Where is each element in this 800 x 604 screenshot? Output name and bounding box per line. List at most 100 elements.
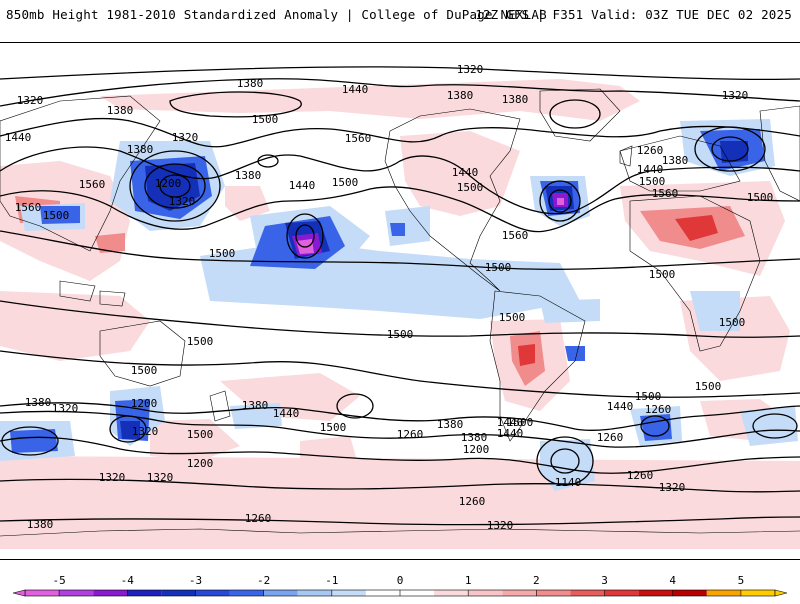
colorbar-segment — [536, 590, 571, 596]
color-scale-legend: -5 -4 -3 -2 -1 0 1 2 3 4 5 — [0, 570, 800, 600]
contour-label: 1380 — [242, 399, 269, 412]
colorbar-segment — [59, 590, 94, 596]
contour-line — [0, 478, 800, 493]
colorbar-segment — [706, 590, 741, 596]
contour-label: 1380 — [235, 169, 262, 182]
contour-label: 1260 — [645, 403, 672, 416]
contour-label: 1320 — [147, 471, 174, 484]
contour-label: 1440 — [273, 407, 300, 420]
contour-label: 1380 — [127, 143, 154, 156]
contour-low — [539, 180, 581, 222]
coastline-indonesia — [59, 280, 96, 302]
contour-label: 1440 — [452, 166, 479, 179]
contour-low — [752, 413, 798, 439]
anomaly-area-neg5 — [557, 198, 564, 205]
contour-label: 1500 — [639, 175, 666, 188]
contour-line — [0, 436, 800, 474]
coastline-south-america — [489, 290, 586, 442]
contour-low — [549, 99, 601, 129]
colorbar-tick-label: 5 — [738, 574, 745, 587]
contour-label: 1500 — [187, 428, 214, 441]
colorbar-tick-label: -2 — [257, 574, 270, 587]
contour-low — [640, 415, 670, 437]
colorbar-segment — [263, 590, 298, 596]
contour-label: 1560 — [652, 187, 679, 200]
contour-line — [0, 117, 800, 148]
contour-label: 1500 — [635, 390, 662, 403]
contour-label: 1320 — [659, 481, 686, 494]
anomaly-area-neg1 — [740, 406, 798, 446]
contour-line — [169, 91, 302, 118]
colorbar-segment — [434, 590, 469, 596]
coastlines — [0, 88, 800, 537]
contour-line — [0, 230, 800, 270]
contour-label: 1500 — [507, 416, 534, 429]
colorbar-segment — [195, 590, 230, 596]
contour-label: 1380 — [447, 89, 474, 102]
contour-label: 1500 — [131, 364, 158, 377]
anomaly-area-neg2 — [10, 429, 58, 453]
colorbar-tick-label: 0 — [397, 574, 404, 587]
contour-label: 1260 — [397, 428, 424, 441]
contour-line — [0, 186, 800, 233]
contour-label: 1200 — [463, 443, 490, 456]
contour-label: 1440 — [497, 427, 524, 440]
colorbar: -5 -4 -3 -2 -1 0 1 2 3 4 5 — [12, 574, 788, 597]
contour-label: 1500 — [747, 191, 774, 204]
colorbar-segment — [502, 590, 537, 596]
colorbar-tick-label: -4 — [121, 574, 135, 587]
contour-label: 1500 — [499, 311, 526, 324]
anomaly-area-pos1 — [225, 186, 270, 221]
colorbar-segment — [127, 590, 162, 596]
contour-label: 1560 — [502, 229, 529, 242]
anomaly-area-neg3 — [720, 141, 748, 163]
contour-label: 1500 — [252, 113, 279, 126]
colorbar-segment — [25, 590, 60, 596]
colorbar-tick-label: 1 — [465, 574, 472, 587]
contour-low — [550, 448, 580, 474]
contour-label: 1200 — [131, 397, 158, 410]
contour-label: 1500 — [332, 176, 359, 189]
anomaly-area-neg1 — [540, 439, 595, 491]
anomaly-area-pos1 — [100, 79, 640, 121]
model-valid-time: 12Z GFS | F351 Valid: 03Z TUE DEC 02 202… — [475, 7, 792, 22]
coastline-greenland — [539, 88, 621, 142]
contour-label: 1560 — [15, 201, 42, 214]
contour-label: 1380 — [461, 431, 488, 444]
contour-low — [694, 126, 766, 172]
coastline-asia — [0, 95, 161, 252]
anomaly-area-neg2 — [40, 206, 80, 224]
contour-label: 1500 — [695, 380, 722, 393]
colorbar-segment — [161, 590, 196, 596]
contour-line — [0, 516, 800, 526]
header-bar: 850mb Height 1981-2010 Standardized Anom… — [0, 0, 800, 30]
colorbar-segment — [672, 590, 707, 596]
colorbar-segment — [229, 590, 264, 596]
contour-label: 1320 — [169, 195, 196, 208]
contour-low — [109, 415, 147, 443]
contour-label: 1320 — [487, 519, 514, 532]
contour-label: 1560 — [345, 132, 372, 145]
contour-label: 1140 — [555, 476, 582, 489]
contour-low — [286, 213, 324, 259]
colorbar-min-arrow — [12, 589, 26, 597]
contour-label: 1440 — [289, 179, 316, 192]
contour-label: 1320 — [132, 425, 159, 438]
contour-label: 1440 — [5, 131, 32, 144]
contour-label: 1320 — [17, 94, 44, 107]
anomaly-area-pos1 — [150, 419, 240, 461]
contour-label: 1260 — [627, 469, 654, 482]
contour-low — [257, 154, 279, 168]
anomaly-area-neg1 — [690, 291, 740, 331]
contour-low — [144, 163, 206, 209]
colorbar-segment — [740, 590, 775, 596]
anomaly-area-neg1 — [540, 299, 600, 323]
contour-label: 1500 — [187, 335, 214, 348]
contour-label: 1500 — [719, 316, 746, 329]
coastline-africa — [629, 195, 761, 352]
contour-line — [0, 300, 800, 338]
contour-high — [336, 393, 374, 419]
contour-label: 1260 — [637, 144, 664, 157]
colorbar-segment — [638, 590, 673, 596]
contour-label: 1440 — [607, 400, 634, 413]
